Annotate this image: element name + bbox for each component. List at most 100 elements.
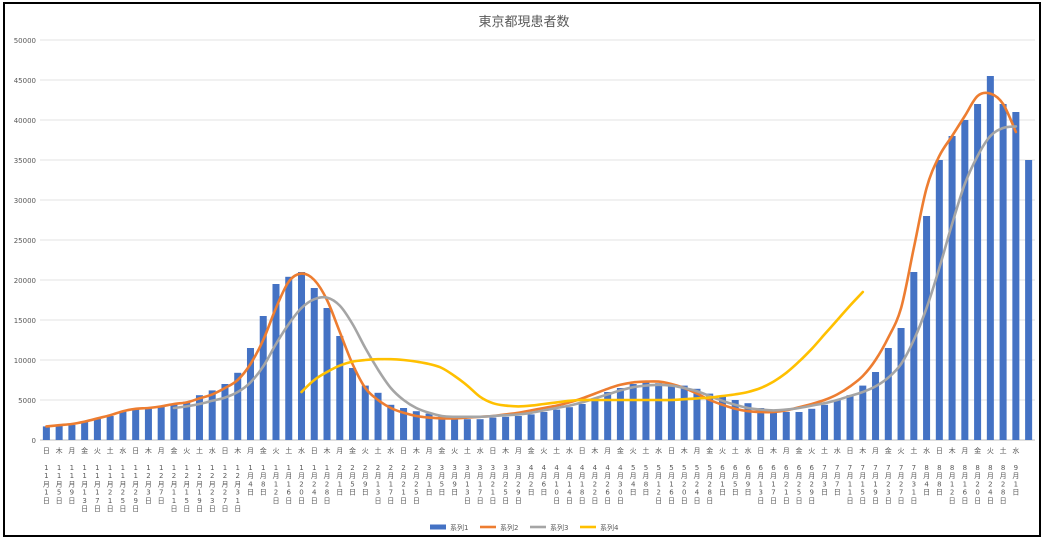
x-weekday: 金 [617,446,624,455]
series-line-系列3 [172,125,1018,419]
bar [731,400,739,440]
series-line-系列4 [300,290,865,408]
x-date-char: 1 [95,472,99,480]
x-date-char: 日 [107,505,114,513]
x-date-char: 1 [95,489,99,497]
x-date-char: 月 [311,472,318,480]
x-date-char: 1 [669,480,673,488]
x-weekday: 木 [949,446,956,455]
x-date-char: 月 [196,480,203,488]
x-date-char: 9 [873,489,877,497]
bar [259,316,267,440]
x-date-char: 4 [631,480,636,488]
x-date-char: 月 [81,480,88,488]
x-date-char: 月 [859,472,866,480]
x-weekday: 火 [808,447,815,455]
x-date-char: 日 [336,489,343,497]
bar [323,308,331,440]
x-weekday: 金 [528,446,535,455]
x-date-char: 0 [618,489,622,497]
x-date-char: 4 [554,464,559,472]
x-weekday: 水 [477,446,484,455]
x-date-char: 1 [223,464,227,472]
x-date-char: 日 [808,497,815,505]
x-date-char: 月 [336,472,343,480]
bar [157,406,165,440]
x-weekday: 日 [489,447,496,455]
x-date-char: 4 [605,464,610,472]
x-date-char: 1 [478,480,482,488]
x-weekday: 日 [311,447,318,455]
bar [540,412,548,440]
x-date-char: 日 [540,489,547,497]
x-date-char: 日 [949,497,956,505]
x-date-char: 日 [413,497,420,505]
x-date-char: 月 [260,472,267,480]
x-date-char: 月 [757,472,764,480]
x-weekday: 水 [1012,446,1019,455]
x-date-char: 月 [681,472,688,480]
x-date-char: 5 [669,464,673,472]
bar [183,401,191,440]
x-date-char: 3 [516,464,520,472]
x-date-char: 1 [912,489,916,497]
bar [412,411,420,440]
x-date-char: 1 [1014,480,1018,488]
x-date-char: 8 [937,480,941,488]
x-date-char: 3 [210,497,214,505]
bar [374,392,382,440]
x-date-char: 6 [733,464,738,472]
bar [502,416,510,440]
x-date-char: 8 [975,464,979,472]
x-weekday: 木 [502,446,509,455]
x-date-char: 日 [706,497,713,505]
x-date-char: 8 [924,464,928,472]
x-date-char: 7 [835,480,839,488]
x-date-char: 月 [145,480,152,488]
x-date-char: 日 [1000,497,1007,505]
x-date-char: 7 [886,464,890,472]
x-date-char: 1 [567,480,571,488]
x-date-char: 1 [133,472,137,480]
x-date-char: 6 [797,464,802,472]
x-weekday: 金 [170,446,177,455]
x-date-char: 月 [540,472,547,480]
x-date-char: 6 [746,464,751,472]
bar [336,336,344,440]
x-date-char: 日 [387,497,394,505]
x-date-char: 日 [872,497,879,505]
x-date-char: 日 [426,489,433,497]
x-date-char: 月 [221,480,228,488]
x-date-char: 月 [796,472,803,480]
x-date-char: 月 [885,472,892,480]
bar [667,384,675,440]
x-date-char: 月 [961,472,968,480]
x-date-char: 日 [961,497,968,505]
x-date-char: 月 [579,472,586,480]
x-date-char: 2 [299,480,303,488]
x-date-char: 5 [121,497,125,505]
x-date-char: 3 [465,464,469,472]
x-date-char: 月 [604,472,611,480]
x-date-char: 日 [642,489,649,497]
x-date-char: 3 [478,464,482,472]
x-date-char: 日 [502,497,509,505]
x-date-char: 2 [491,480,495,488]
x-weekday: 木 [681,446,688,455]
x-date-char: 日 [158,497,165,505]
